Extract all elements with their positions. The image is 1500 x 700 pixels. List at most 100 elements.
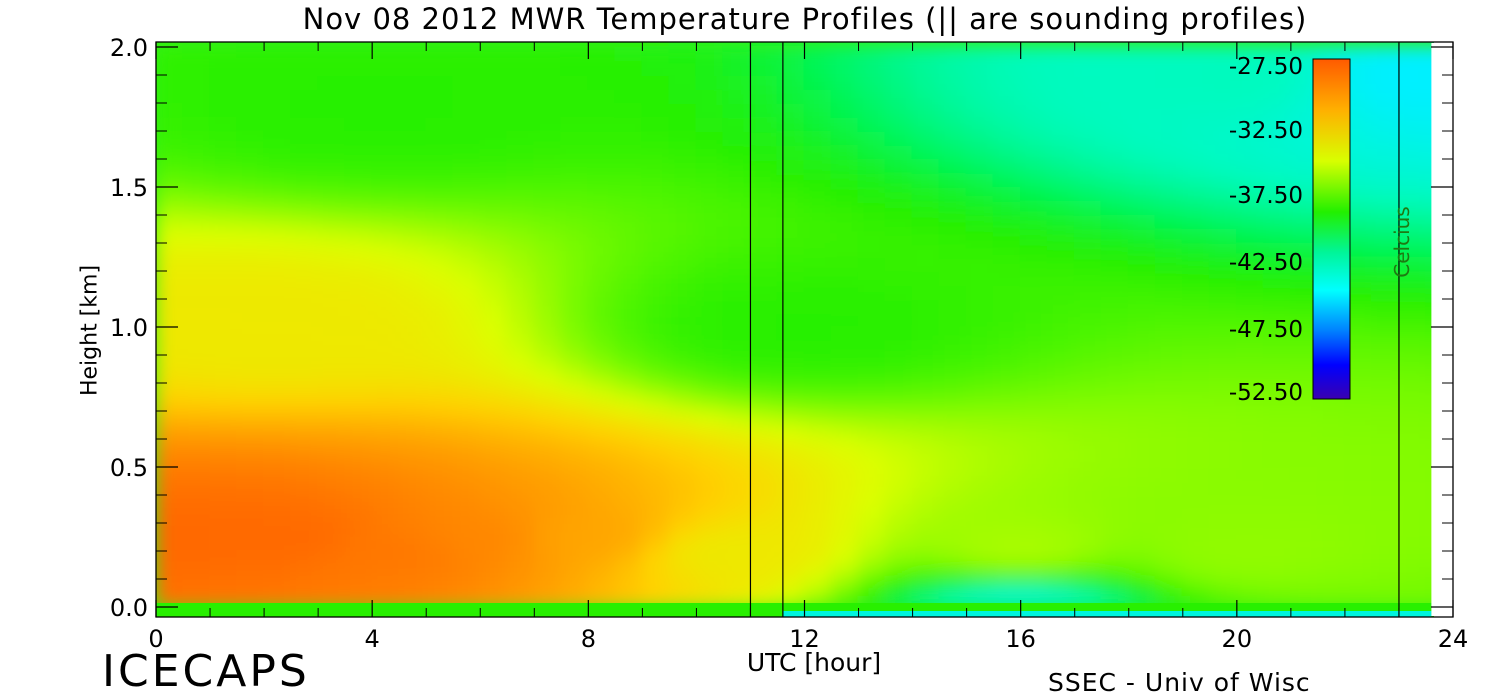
field-cell — [263, 200, 293, 216]
field-cell — [1370, 270, 1400, 286]
field-cell — [263, 466, 293, 482]
field-cell — [317, 508, 347, 524]
field-cell — [1343, 102, 1373, 118]
field-cell — [371, 256, 401, 272]
field-cell — [722, 466, 752, 482]
field-cell — [156, 410, 185, 426]
field-cell — [317, 172, 347, 188]
field-cell — [533, 130, 563, 146]
field-cell — [668, 536, 698, 552]
field-cell — [263, 578, 293, 594]
field-cell — [479, 508, 509, 524]
field-cell — [749, 214, 779, 230]
field-cell — [425, 214, 455, 230]
field-cell — [587, 298, 617, 314]
field-cell — [1100, 298, 1130, 314]
field-cell — [965, 326, 995, 342]
field-cell — [938, 438, 968, 454]
field-cell — [533, 88, 563, 104]
field-cell — [452, 228, 482, 244]
field-cell — [425, 242, 455, 258]
field-cell — [884, 172, 914, 188]
field-cell — [371, 214, 401, 230]
field-cell — [1154, 466, 1184, 482]
field-cell — [1370, 172, 1400, 188]
field-cell — [560, 158, 590, 174]
field-cell — [911, 102, 941, 118]
field-cell — [857, 256, 887, 272]
field-cell — [992, 228, 1022, 244]
field-cell — [641, 200, 671, 216]
field-cell — [209, 298, 239, 314]
field-cell — [641, 508, 671, 524]
field-cell — [398, 186, 428, 202]
field-cell — [1262, 410, 1292, 426]
field-cell — [722, 396, 752, 412]
field-cell — [776, 508, 806, 524]
field-cell — [1154, 396, 1184, 412]
field-cell — [560, 60, 590, 76]
field-cell — [911, 200, 941, 216]
field-cell — [182, 144, 212, 160]
field-cell — [1019, 536, 1049, 552]
field-cell — [182, 424, 212, 440]
field-cell — [1262, 102, 1292, 118]
field-cell — [209, 424, 239, 440]
field-cell — [857, 522, 887, 538]
chart-title: Nov 08 2012 MWR Temperature Profiles (||… — [302, 2, 1308, 36]
field-cell — [857, 326, 887, 342]
field-cell — [992, 480, 1022, 496]
field-cell — [1370, 298, 1400, 314]
field-cell — [156, 452, 185, 468]
field-cell — [965, 312, 995, 328]
field-cell — [641, 144, 671, 160]
field-cell — [1181, 382, 1211, 398]
field-cell — [695, 508, 725, 524]
no-data-region — [1431, 43, 1452, 616]
field-cell — [911, 494, 941, 510]
field-cell — [1262, 228, 1292, 244]
field-cell — [1100, 186, 1130, 202]
field-cell — [749, 172, 779, 188]
field-cell — [641, 298, 671, 314]
field-cell — [1100, 270, 1130, 286]
field-cell — [290, 284, 320, 300]
x-tick-labels: 0 4 8 12 16 20 24 — [148, 625, 1468, 653]
field-cell — [236, 228, 266, 244]
field-cell — [1289, 480, 1319, 496]
field-cell — [722, 508, 752, 524]
field-cell — [1127, 270, 1157, 286]
field-cell — [830, 102, 860, 118]
field-cell — [641, 550, 671, 566]
field-cell — [803, 74, 833, 90]
field-cell — [911, 144, 941, 160]
field-cell — [776, 564, 806, 580]
field-cell — [1181, 214, 1211, 230]
field-cell — [1046, 270, 1076, 286]
field-cell — [1073, 158, 1103, 174]
field-cell — [182, 228, 212, 244]
field-cell — [1343, 396, 1373, 412]
field-cell — [156, 130, 185, 146]
field-cell — [722, 284, 752, 300]
field-cell — [506, 214, 536, 230]
field-cell — [1208, 130, 1238, 146]
field-cell — [1127, 284, 1157, 300]
field-cell — [614, 144, 644, 160]
field-cell — [776, 144, 806, 160]
field-cell — [156, 312, 185, 328]
field-cell — [857, 200, 887, 216]
field-cell — [263, 368, 293, 384]
field-cell — [533, 354, 563, 370]
field-cell — [1019, 438, 1049, 454]
field-cell — [749, 60, 779, 76]
field-cell — [1397, 578, 1427, 594]
field-cell — [371, 46, 401, 62]
field-cell — [1289, 452, 1319, 468]
field-cell — [1343, 60, 1373, 76]
field-cell — [1073, 116, 1103, 132]
field-cell — [1154, 74, 1184, 90]
field-cell — [1073, 340, 1103, 356]
field-cell — [938, 480, 968, 496]
